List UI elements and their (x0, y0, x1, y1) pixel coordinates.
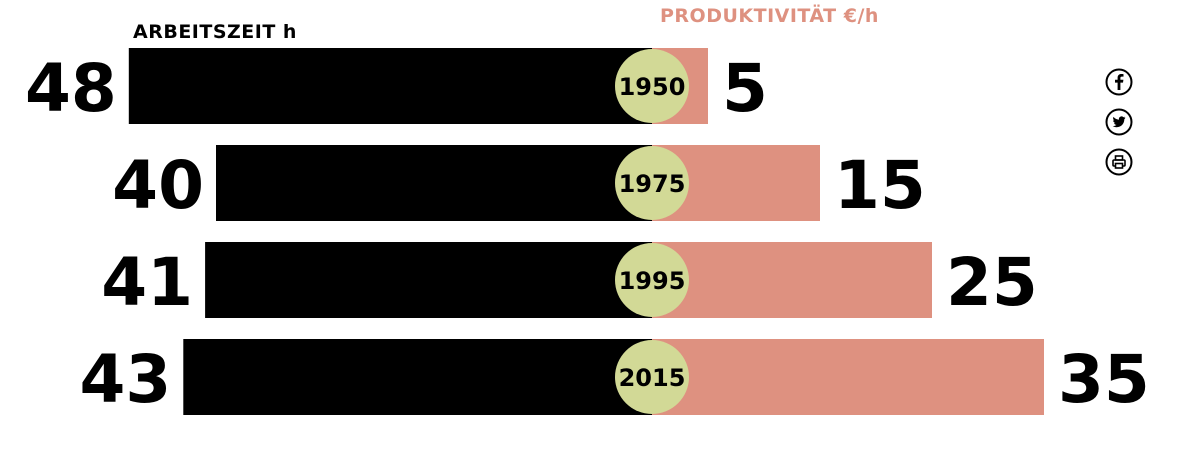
twitter-share-button[interactable] (1105, 108, 1133, 136)
produktivitaet-value-label: 15 (834, 147, 926, 224)
twitter-icon (1105, 108, 1133, 136)
year-circle (615, 243, 689, 317)
arbeitszeit-bar (183, 339, 653, 415)
facebook-icon (1105, 68, 1133, 96)
arbeitszeit-value-label: 41 (101, 244, 193, 321)
arbeitszeit-bar (128, 48, 653, 124)
arbeitszeit-value-label: 48 (25, 50, 117, 127)
print-button[interactable] (1105, 148, 1133, 176)
print-icon (1105, 148, 1133, 176)
produktivitaet-value-label: 5 (722, 50, 768, 127)
year-circle (615, 146, 689, 220)
year-label: 2015 (619, 364, 686, 392)
arbeitszeit-value-label: 40 (112, 147, 204, 224)
year-label: 1975 (619, 170, 686, 198)
arbeitszeit-header: ARBEITSZEIT h (133, 21, 297, 43)
produktivitaet-value-label: 35 (1058, 341, 1150, 418)
year-label: 1995 (619, 267, 686, 295)
produktivitaet-bar (652, 242, 932, 318)
arbeitszeit-bar (205, 242, 652, 318)
produktivitaet-header: PRODUKTIVITÄT €/h (660, 3, 879, 27)
arbeitszeit-value-label: 43 (79, 341, 171, 418)
facebook-share-button[interactable] (1105, 68, 1133, 96)
year-label: 1950 (619, 73, 686, 101)
produktivitaet-value-label: 25 (946, 244, 1038, 321)
year-circle (615, 340, 689, 414)
bar-rows: 1950 48 5 1975 40 15 1995 41 25 2015 43 35 (25, 48, 1150, 418)
year-circle (615, 49, 689, 123)
produktivitaet-bar (652, 339, 1044, 415)
arbeitszeit-bar (216, 145, 652, 221)
